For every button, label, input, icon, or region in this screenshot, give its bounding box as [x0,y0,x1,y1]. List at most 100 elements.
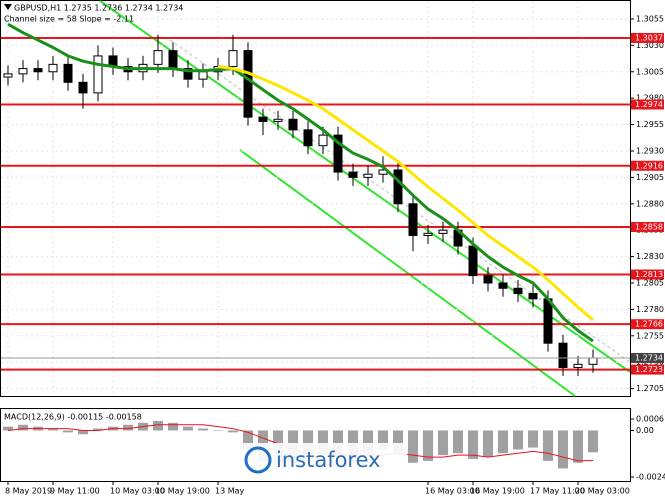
macd-bar [558,430,568,469]
macd-bar [228,430,238,433]
watermark: instaforex [276,448,381,472]
logo-icon [244,446,272,474]
candle-body [198,71,208,80]
macd-title: MACD(12,26,9) -0.00115 -0.00158 [4,413,142,422]
macd-bar [513,430,523,450]
level-label-bg [631,222,664,233]
y-tick-label: 1.2830 [636,252,664,261]
macd-bar [3,426,13,431]
moving-average [217,64,594,322]
macd-bar [318,430,328,454]
macd-bar [153,420,163,431]
level-label-bg [631,99,664,110]
candle-body [228,50,238,67]
channel-info: Channel size = 58 Slope = -2.11 [4,15,134,24]
macd-bar [498,430,508,454]
y-tick-label: 1.2755 [636,331,664,340]
candle-body [33,68,43,73]
x-tick-label: 17 May 11:00 [530,487,585,496]
candle-body [468,245,478,277]
macd-bar [423,430,433,461]
candle-body [423,232,433,236]
candle-body [168,50,178,70]
candle-body [528,293,538,300]
y-tick-label: 0.00 [636,426,654,435]
x-tick-label: 9 May 11:00 [50,487,100,496]
moving-average [7,22,594,343]
y-tick-label: 0.0006 [636,415,664,424]
macd-bar [78,430,88,435]
candle-body [153,50,163,65]
macd-bar [438,430,448,456]
level-label: 1.2916 [635,161,663,170]
macd-bar [198,428,208,431]
x-tick-label: 16 May 19:00 [470,487,525,496]
level-label-bg [631,319,664,330]
macd-bar [48,428,58,431]
candle-body [273,118,283,122]
y-tick-label: 1.2705 [636,384,664,393]
y-tick-label: 1.2905 [636,173,664,182]
x-tick-label: 10 May 19:00 [155,487,210,496]
macd-bar [573,430,583,463]
candle-body [363,173,373,178]
chart-title: GBPUSD,H1 1.2735 1.2736 1.2734 1.2734 [14,4,183,13]
candle-body [18,68,28,75]
y-tick-label: 1.3005 [636,67,664,76]
level-label-bg [631,364,664,375]
menu-arrow [4,4,12,10]
macd-bar [453,430,463,454]
level-label: 1.2723 [635,365,663,374]
x-tick-label: 10 May 03:00 [110,487,165,496]
candle-body [78,81,88,94]
x-tick-label: 20 May 03:00 [575,487,630,496]
macd-bar [588,430,598,453]
candle-body [183,68,193,80]
macd-bar [93,428,103,431]
macd-bar [468,430,478,459]
level-label: 1.2766 [635,320,663,329]
candle-body [543,298,553,344]
macd-bar [408,430,418,463]
candle-body [498,282,508,289]
candle-body [483,275,493,284]
y-tick-label: 1.3055 [636,14,664,23]
macd-bar [378,430,388,450]
macd-bar [243,430,253,450]
level-label-bg [631,160,664,171]
macd-bar [483,430,493,458]
candle-body [63,63,73,83]
y-tick-label: 1.2980 [636,94,664,103]
macd-bar [123,424,133,431]
x-tick-label: 8 May 2019 [5,487,52,496]
candle-body [48,63,58,73]
macd-bar [183,426,193,431]
x-tick-label: 13 May [215,487,245,496]
macd-bar [363,430,373,456]
candle-body [573,363,583,368]
candle-body [288,118,298,131]
macd-bar [543,430,553,461]
candle-body [93,55,103,94]
macd-bar [168,422,178,431]
candle-body [3,73,13,78]
y-tick-label: 1.2880 [636,199,664,208]
y-tick-label: 1.3030 [636,41,664,50]
y-tick-label: -0.00245 [636,473,665,482]
level-label: 1.3037 [635,33,663,42]
macd-bar [213,430,223,431]
candle-body [303,129,313,147]
current-price-label: 1.2734 [635,353,663,362]
candle-body [393,169,403,205]
y-tick-label: 1.2930 [636,146,664,155]
y-tick-label: 1.2955 [636,120,664,129]
candle-body [438,229,448,234]
candle-body [348,171,358,178]
macd-bar [528,430,538,448]
level-label-bg [631,32,664,43]
level-label: 1.2858 [635,223,663,232]
level-label: 1.2813 [635,270,663,279]
candle-body [558,342,568,368]
candle-body [258,116,268,122]
